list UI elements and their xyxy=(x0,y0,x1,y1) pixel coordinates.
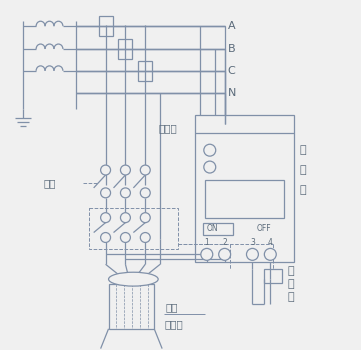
Circle shape xyxy=(121,232,130,243)
Bar xyxy=(89,208,178,250)
Text: 制: 制 xyxy=(299,165,306,175)
Circle shape xyxy=(121,165,130,175)
Text: 2: 2 xyxy=(222,238,227,247)
Circle shape xyxy=(101,232,110,243)
Bar xyxy=(195,116,294,262)
Text: B: B xyxy=(228,44,235,54)
Text: 1: 1 xyxy=(204,238,209,247)
Text: 接: 接 xyxy=(287,266,294,276)
Circle shape xyxy=(247,248,258,260)
Bar xyxy=(118,39,132,59)
Bar xyxy=(205,180,284,218)
Text: 器: 器 xyxy=(287,292,294,302)
Circle shape xyxy=(121,213,130,223)
Text: 盒: 盒 xyxy=(299,185,306,195)
Ellipse shape xyxy=(109,272,158,286)
Bar xyxy=(109,284,154,329)
Bar xyxy=(99,16,113,36)
Circle shape xyxy=(101,188,110,198)
Text: A: A xyxy=(228,21,235,31)
Circle shape xyxy=(219,248,231,260)
Text: ON: ON xyxy=(207,224,218,233)
Text: 刀闸: 刀闸 xyxy=(43,178,56,188)
Circle shape xyxy=(140,213,150,223)
Circle shape xyxy=(140,188,150,198)
Circle shape xyxy=(201,248,213,260)
Text: 至用户: 至用户 xyxy=(164,319,183,329)
Circle shape xyxy=(204,144,216,156)
Text: 触: 触 xyxy=(287,279,294,289)
Bar xyxy=(138,61,152,81)
Text: 燕断器: 燕断器 xyxy=(158,123,177,133)
Text: 4: 4 xyxy=(268,238,273,247)
Circle shape xyxy=(140,232,150,243)
Circle shape xyxy=(204,161,216,173)
Bar xyxy=(264,269,282,283)
Text: N: N xyxy=(228,88,236,98)
Text: C: C xyxy=(228,66,235,76)
Circle shape xyxy=(101,165,110,175)
Circle shape xyxy=(101,213,110,223)
Circle shape xyxy=(121,188,130,198)
Text: 控: 控 xyxy=(299,145,306,155)
Text: 控头: 控头 xyxy=(165,302,178,312)
Bar xyxy=(203,223,232,234)
Circle shape xyxy=(264,248,276,260)
Text: OFF: OFF xyxy=(257,224,272,233)
Text: 3: 3 xyxy=(250,238,255,247)
Circle shape xyxy=(140,165,150,175)
